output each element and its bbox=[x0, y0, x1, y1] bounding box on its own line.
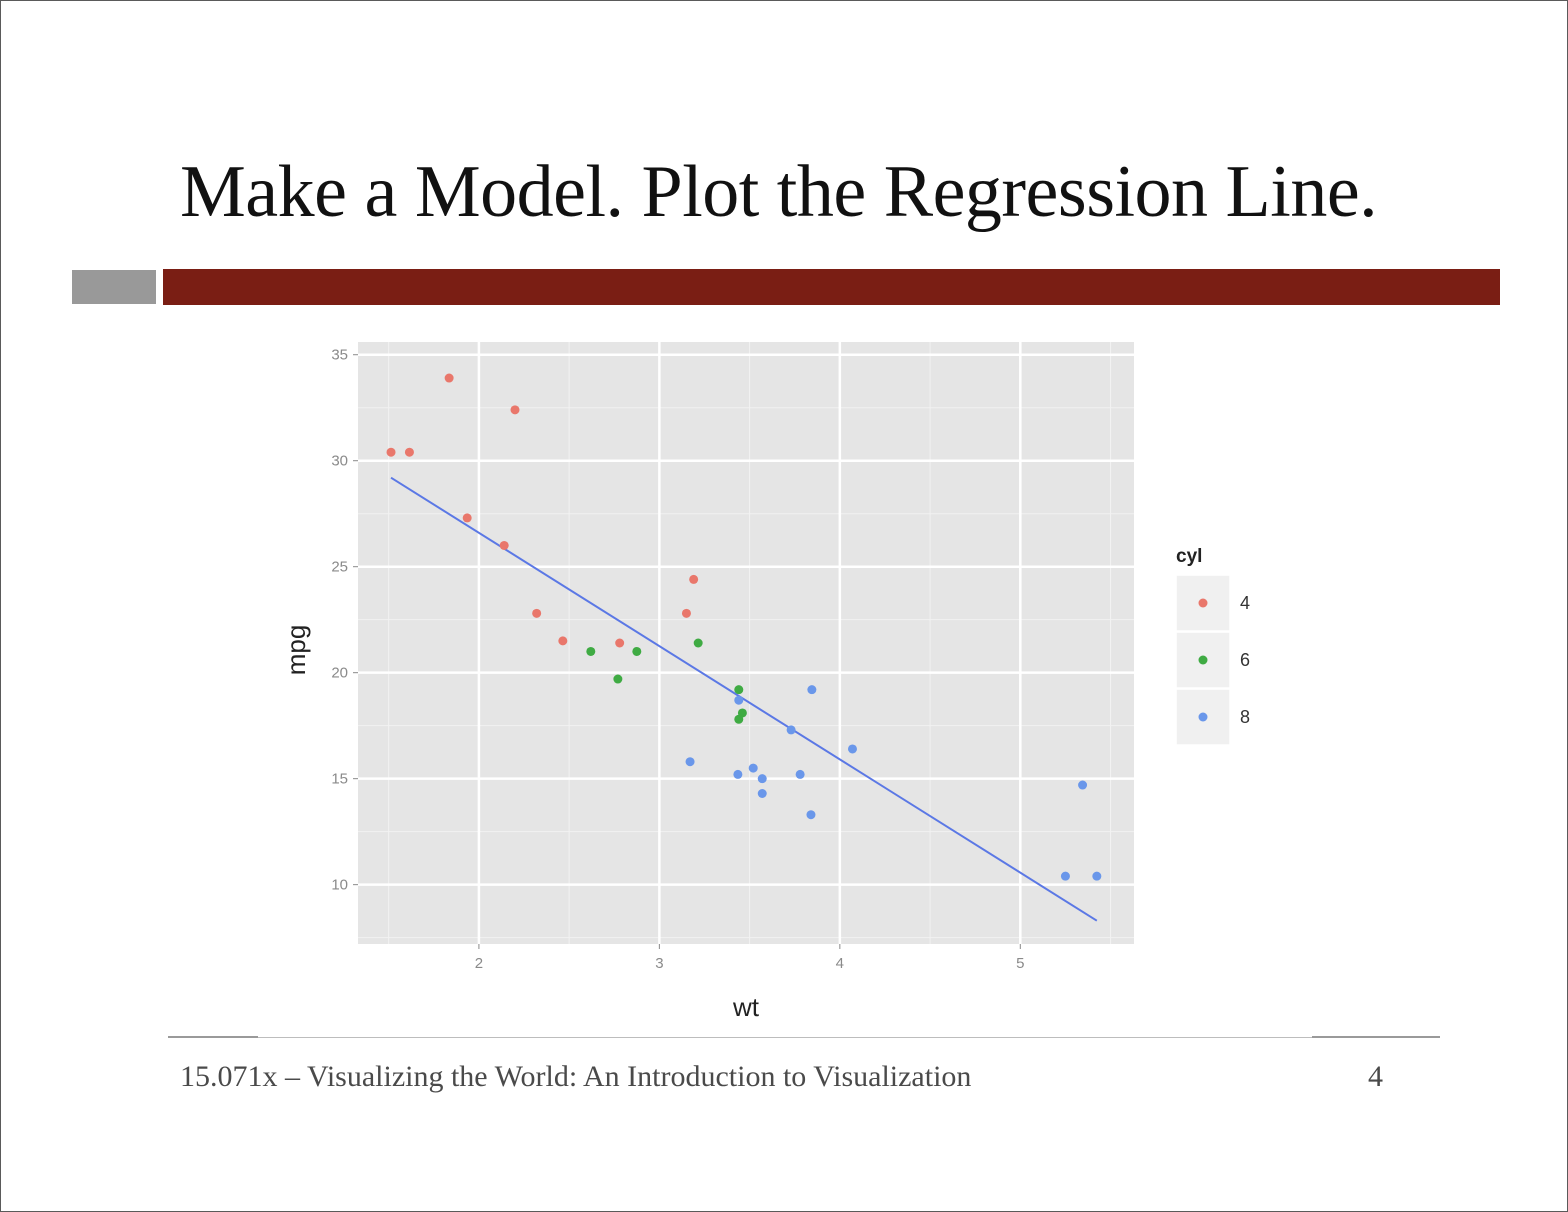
data-point-cyl-4 bbox=[681, 608, 691, 618]
data-point-cyl-8 bbox=[757, 789, 767, 798]
x-tick-label: 4 bbox=[836, 955, 844, 972]
x-axis-title: wt bbox=[732, 992, 760, 1022]
data-point-cyl-4 bbox=[689, 574, 699, 584]
legend-label: 8 bbox=[1240, 707, 1250, 727]
x-tick-label: 2 bbox=[475, 955, 483, 972]
data-point-cyl-8 bbox=[847, 744, 857, 754]
x-tick-label: 3 bbox=[655, 955, 663, 972]
y-tick-label: 10 bbox=[331, 877, 348, 894]
regression-layer bbox=[390, 476, 1098, 922]
legend: cyl 4 6 8 bbox=[1175, 546, 1250, 746]
data-point-cyl-8 bbox=[748, 763, 758, 773]
y-axis-title: mpg bbox=[281, 625, 311, 676]
footer-course-title: 15.071x – Visualizing the World: An Intr… bbox=[180, 1060, 972, 1093]
y-tick-label: 20 bbox=[331, 665, 348, 682]
y-tick-label: 15 bbox=[331, 771, 348, 788]
footer-rule-left bbox=[168, 1036, 258, 1038]
regression-line bbox=[390, 476, 1098, 922]
data-points bbox=[386, 373, 1102, 881]
legend-key-point bbox=[1198, 598, 1208, 608]
data-point-cyl-8 bbox=[807, 685, 817, 695]
footer-rule-middle bbox=[258, 1037, 1312, 1038]
data-point-cyl-4 bbox=[386, 447, 396, 457]
legend-entries: 4 6 8 bbox=[1175, 574, 1250, 746]
data-point-cyl-4 bbox=[510, 405, 520, 415]
y-tick-label: 35 bbox=[331, 347, 348, 364]
data-point-cyl-6 bbox=[632, 646, 642, 656]
grid-lines bbox=[358, 342, 1134, 944]
legend-label: 6 bbox=[1240, 650, 1250, 670]
plot-panel bbox=[358, 342, 1134, 944]
data-point-cyl-8 bbox=[1078, 780, 1088, 790]
data-point-cyl-4 bbox=[462, 513, 472, 523]
data-point-cyl-8 bbox=[806, 810, 816, 820]
data-point-cyl-8 bbox=[1092, 871, 1102, 881]
data-point-cyl-4 bbox=[499, 540, 509, 550]
data-point-cyl-6 bbox=[586, 646, 596, 656]
data-point-cyl-8 bbox=[1060, 871, 1070, 881]
data-point-cyl-4 bbox=[558, 636, 568, 646]
data-point-cyl-8 bbox=[795, 769, 805, 779]
data-point-cyl-8 bbox=[733, 769, 743, 779]
legend-key-point bbox=[1198, 712, 1208, 722]
data-point-cyl-8 bbox=[786, 725, 796, 735]
data-point-cyl-4 bbox=[444, 373, 454, 383]
title-accent-gray-block bbox=[72, 270, 156, 304]
data-point-cyl-6 bbox=[613, 674, 623, 684]
data-point-cyl-8 bbox=[757, 774, 767, 784]
legend-key-point bbox=[1198, 655, 1208, 665]
data-point-cyl-4 bbox=[404, 447, 414, 457]
footer-rule-right bbox=[1312, 1036, 1440, 1038]
title-accent-red-bar bbox=[163, 269, 1500, 305]
page-number: 4 bbox=[1368, 1060, 1383, 1093]
data-point-cyl-6 bbox=[693, 638, 703, 648]
data-point-cyl-4 bbox=[532, 608, 542, 618]
data-point-cyl-8 bbox=[734, 695, 744, 705]
y-tick-label: 25 bbox=[331, 559, 348, 576]
data-point-cyl-6 bbox=[734, 714, 744, 724]
y-tick-label: 30 bbox=[331, 453, 348, 470]
legend-label: 4 bbox=[1240, 593, 1250, 613]
axis-ticks: 2 3 4 5 10 15 20 25 30 35 bbox=[331, 347, 1024, 972]
data-point-cyl-6 bbox=[734, 685, 744, 695]
slide-title: Make a Model. Plot the Regression Line. bbox=[180, 151, 1378, 233]
data-point-cyl-8 bbox=[685, 757, 695, 767]
x-tick-label: 5 bbox=[1016, 955, 1024, 972]
legend-title: cyl bbox=[1176, 546, 1202, 567]
data-point-cyl-4 bbox=[615, 638, 625, 648]
